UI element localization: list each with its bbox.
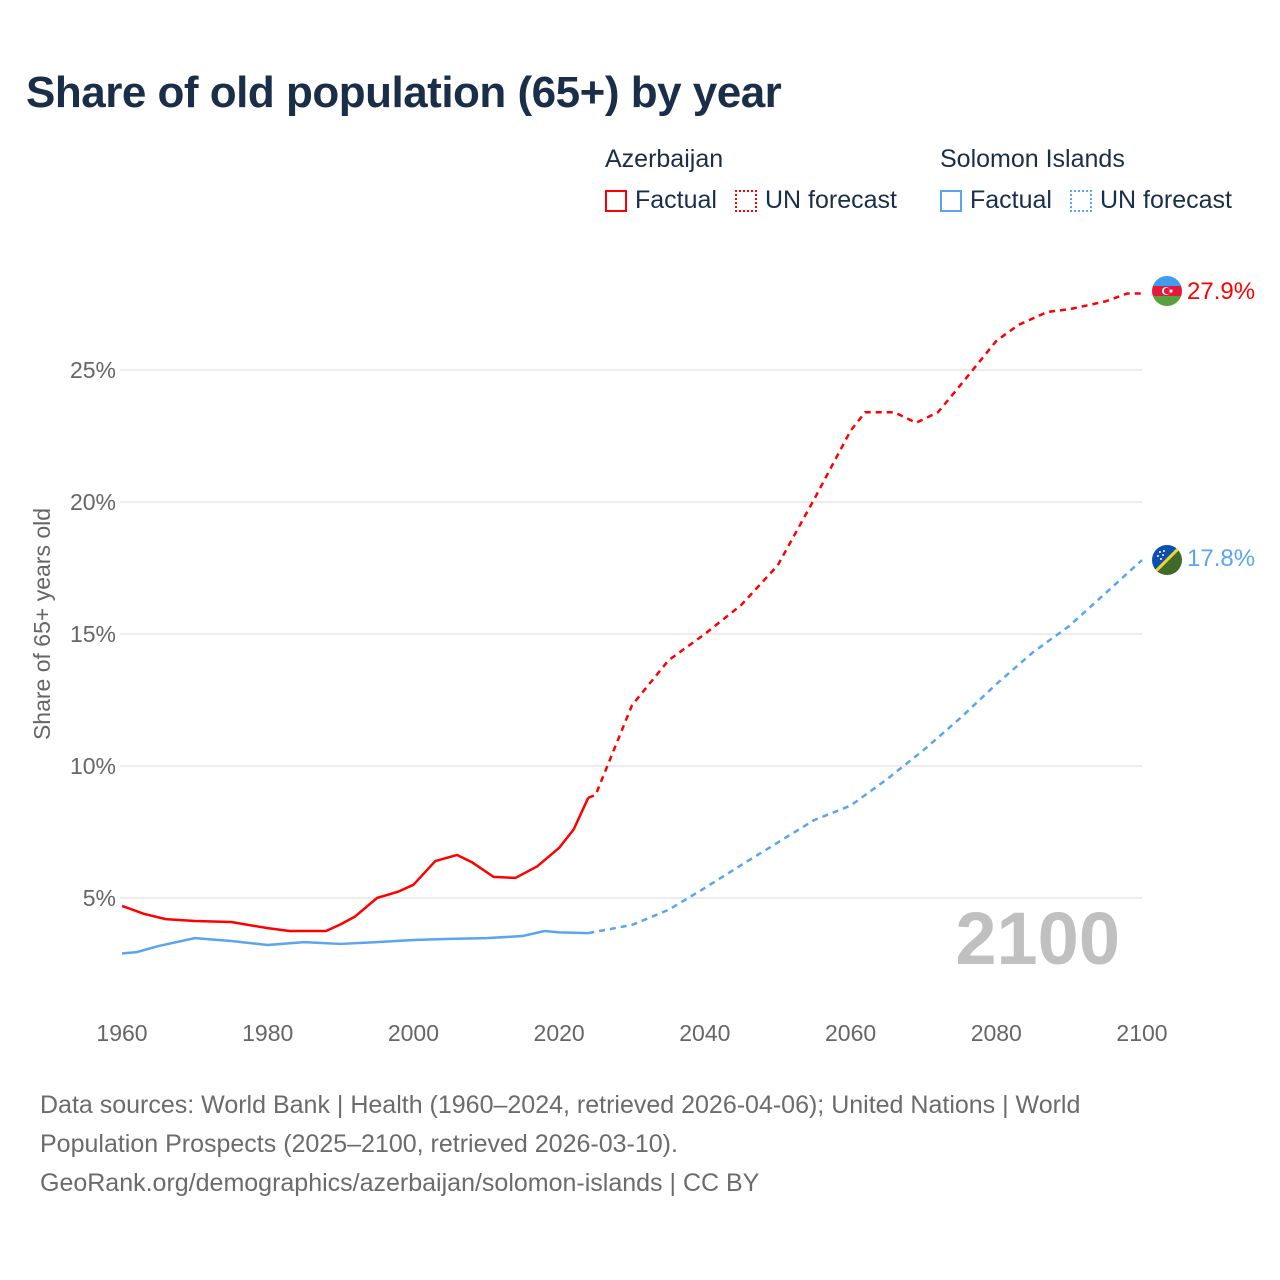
legend-swatch-solid [940, 189, 962, 212]
x-tick-label: 2060 [825, 1020, 876, 1046]
source-link[interactable]: GeoRank.org/demographics/azerbaijan/solo… [40, 1169, 760, 1197]
legend-item-solomon-forecast[interactable]: UN forecast [1069, 186, 1232, 215]
y-tick-label: 15% [70, 621, 116, 647]
series-line-azerbaijan-forecast[interactable] [587, 292, 1142, 799]
legend-item-solomon-factual[interactable]: Factual [940, 186, 1052, 215]
y-tick-label: 25% [70, 357, 116, 383]
legend-swatch-dotted [1069, 189, 1092, 212]
legend-item-azerbaijan-factual[interactable]: Factual [605, 186, 717, 215]
year-watermark: 2100 [955, 897, 1120, 980]
azerbaijan-flag-icon [1152, 276, 1182, 306]
x-tick-label: 1960 [96, 1020, 147, 1046]
legend-azerbaijan: Factual UN forecast [605, 186, 897, 215]
x-tick-label: 2080 [971, 1020, 1022, 1046]
end-label-solomon: 17.8% [1187, 545, 1255, 572]
legend-label: Factual [635, 186, 717, 214]
series-line-azerbaijan-factual[interactable] [121, 797, 590, 933]
legend-swatch-solid [605, 189, 627, 212]
legend-label: UN forecast [764, 186, 897, 214]
x-tick-label: 2020 [534, 1020, 585, 1046]
x-tick-label: 2040 [679, 1020, 730, 1046]
source-line-2: Population Prospects (2025–2100, retriev… [40, 1130, 678, 1158]
y-tick-label: 10% [70, 753, 116, 779]
chart-title: Share of old population (65+) by year [26, 68, 782, 117]
footer: Data sources: World Bank | Health (1960–… [40, 1086, 1220, 1203]
x-tick-label: 2000 [388, 1020, 439, 1046]
legend-label: Factual [970, 186, 1052, 214]
source-line-1: Data sources: World Bank | Health (1960–… [40, 1091, 1081, 1119]
y-axis-label: Share of 65+ years old [29, 508, 55, 740]
series-line-solomon-islands-factual[interactable] [121, 929, 589, 955]
legend-group-azerbaijan: Azerbaijan [605, 145, 724, 173]
y-tick-label: 5% [83, 885, 116, 911]
legend-solomon: Factual UN forecast [940, 186, 1232, 215]
legend-group-solomon: Solomon Islands [940, 145, 1125, 173]
legend-item-azerbaijan-forecast[interactable]: UN forecast [734, 186, 897, 215]
legend-swatch-dotted [734, 189, 757, 212]
end-label-azerbaijan: 27.9% [1187, 278, 1255, 305]
x-tick-label: 1980 [242, 1020, 293, 1046]
solomon-islands-flag-icon [1152, 545, 1182, 575]
y-tick-label: 20% [70, 489, 116, 515]
legend-label: UN forecast [1099, 186, 1232, 214]
series-line-solomon-islands-forecast[interactable] [588, 559, 1143, 935]
x-tick-label: 2100 [1116, 1020, 1167, 1046]
